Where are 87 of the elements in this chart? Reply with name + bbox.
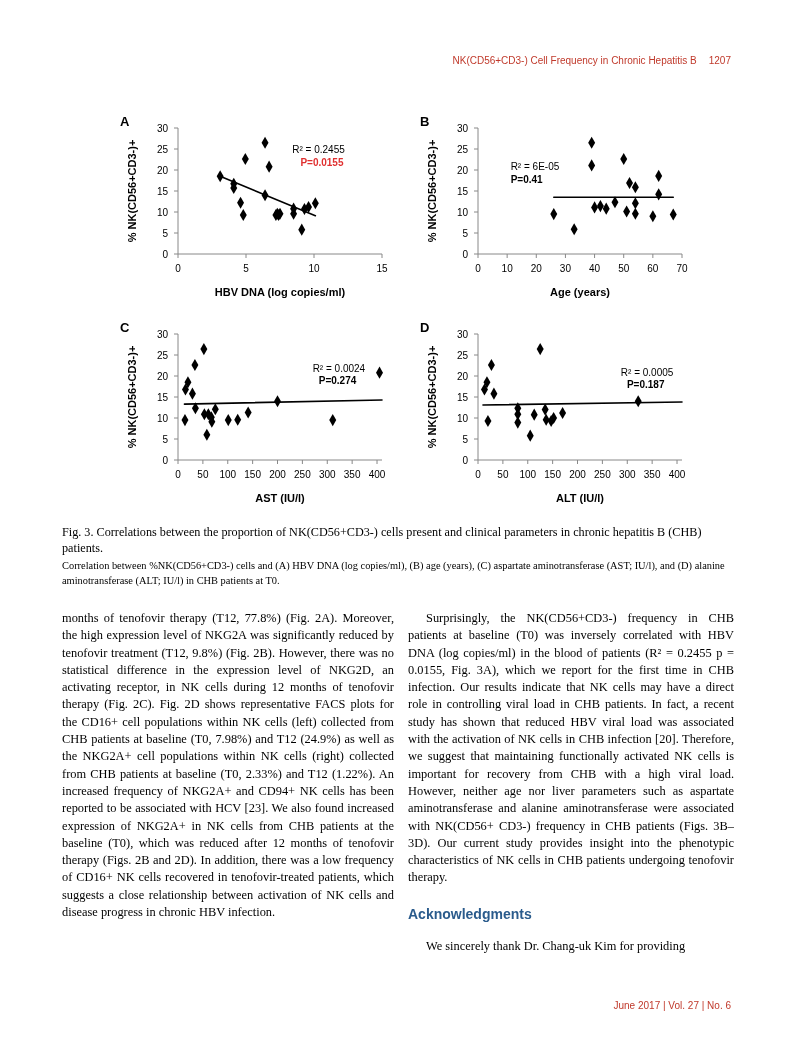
y-axis-title: % NK(CD56+CD3-)+ <box>126 139 138 243</box>
y-axis-title: % NK(CD56+CD3-)+ <box>426 345 438 449</box>
y-tick-label: 25 <box>456 349 469 361</box>
y-tick-label: 25 <box>156 349 169 361</box>
y-tick-label: 15 <box>156 185 169 197</box>
x-tick-label: 300 <box>318 469 337 480</box>
text: months of tenofovir therapy (T12, 77.8%) (Fig. 2A). Moreover, the high expression level of NKG2A was significantly reduced by tenofovir treatment (T12, 9.8%) (Fig. 2B). However, there was no statistical difference in the expression level of NKG2D, an activating receptor, in NK cells during 12 months of tenofovir therapy (Fig. 2C). Fig. 2D shows representative FACS plots for the CD16+ cell populations within NK cells (left) collected from CHB patients at baseline (T0, 7.98%) and T12 (24.9%) as well as the NKG2A+ cell populations within NK cells (right) collected from CHB patients at baseline (T0, 2.33%) and T12 (1.22%). An increased frequency of NKG2A+ and CD94+ NK cells has been reported to be associated with HCV [23]. We also found increased expression of NKG2A+ in NK cells from CHB patients at the baseline (T0), which was reduced after 12 months of tenofovir therapy (Figs. 2B and 2D). In addition, there was a low frequency of CD16+ NK cells recovered in tenofovir-treated patients, which suggests a close relationship between activation of NK cells and disease progress in chronic HBV infection. <box>62 611 394 920</box>
x-tick-label: 0 <box>175 263 182 274</box>
annotation: R² = 0.2455 <box>292 144 346 156</box>
x-tick-label: 10 <box>501 263 514 274</box>
y-tick-label: 20 <box>456 164 469 176</box>
x-tick-label: 150 <box>544 469 562 480</box>
x-tick-label: 150 <box>244 469 262 480</box>
x-tick-label: 350 <box>343 469 361 480</box>
y-tick-label: 5 <box>462 433 469 445</box>
y-tick-label: 20 <box>456 370 469 382</box>
y-tick-label: 5 <box>162 433 169 445</box>
annotation: P=0.274 <box>318 375 357 387</box>
y-tick-label: 25 <box>156 143 169 155</box>
chart-title: C <box>120 320 130 335</box>
y-tick-label: 30 <box>156 328 169 340</box>
x-tick-label: 300 <box>618 469 637 480</box>
chart-title: B <box>420 114 430 129</box>
y-tick-label: 30 <box>456 328 469 340</box>
x-tick-label: 70 <box>676 263 688 274</box>
x-tick-label: 15 <box>376 263 388 274</box>
y-axis-title: % NK(CD56+CD3-)+ <box>426 139 438 243</box>
y-tick-label: 30 <box>456 122 469 134</box>
y-tick-label: 30 <box>156 122 169 134</box>
x-tick-label: 0 <box>475 263 482 274</box>
y-tick-label: 15 <box>456 185 469 197</box>
chart-title: A <box>120 114 130 129</box>
chart-title: D <box>420 320 430 335</box>
x-tick-label: 400 <box>368 469 386 480</box>
x-tick-label: 20 <box>530 263 543 274</box>
annotation: P=0.41 <box>510 174 544 186</box>
x-tick-label: 50 <box>618 263 630 274</box>
x-tick-label: 30 <box>559 263 572 274</box>
annotation: R² = 0.0005 <box>620 366 674 378</box>
x-tick-label: 350 <box>643 469 661 480</box>
x-tick-label: 10 <box>308 263 320 274</box>
text: 1207 <box>708 55 731 66</box>
y-tick-label: 20 <box>156 370 169 382</box>
x-tick-label: 200 <box>269 469 287 480</box>
x-tick-label: 0 <box>175 469 182 480</box>
text: Acknowledgments <box>408 906 532 922</box>
x-tick-label: 50 <box>497 469 509 480</box>
x-axis-title: ALT (IU/l) <box>555 492 605 504</box>
text: June 2017 | Vol. 27 | No. 6 <box>613 1000 731 1011</box>
y-tick-label: 10 <box>456 412 469 424</box>
y-tick-label: 0 <box>462 248 469 260</box>
y-tick-label: 10 <box>156 412 169 424</box>
y-tick-label: 0 <box>462 454 469 466</box>
y-tick-label: 10 <box>456 206 469 218</box>
text: Surprisingly, the NK(CD56+CD3-) frequency in CHB patients at baseline (T0) was inversely correlated with HBV DNA (log copies/ml) in the blood of patients (R² = 0.2455 p = 0.0155, Fig. 3A), which we report for the first time in CHB infection. Our results indicate that NK cells may have a direct role in controlling viral load in CHB patients. In fact, a recent study has shown that reduced HBV viral load was associated with the activation of NK cells in CHB infection [20]. Therefore, we suggest that maintaining functionally activated NK cells is important for recovery from CHB with a high viral load. However, neither age nor liver parameters such as aspartate aminotransferase and alanine aminotransferase were associated with NK(CD56+ CD3-) frequency in CHB patients (Figs. 3B–3D). Our current study provides insight into the phenotypic characteristics of NK cells in CHB patients undergoing tenofovir therapy. <box>408 611 734 885</box>
x-axis-title: AST (IU/l) <box>255 492 306 504</box>
x-tick-label: 100 <box>219 469 237 480</box>
x-tick-label: 0 <box>475 469 482 480</box>
x-axis-title: Age (years) <box>550 286 611 298</box>
x-tick-label: 40 <box>589 263 601 274</box>
x-tick-label: 250 <box>594 469 612 480</box>
y-tick-label: 15 <box>156 391 169 403</box>
x-tick-label: 250 <box>294 469 312 480</box>
y-tick-label: 0 <box>162 248 169 260</box>
annotation: R² = 6E-05 <box>510 160 560 172</box>
text: We sincerely thank Dr. Chang-uk Kim for providing <box>425 938 687 955</box>
text: NK(CD56+CD3-) Cell Frequency in Chronic Hepatitis B <box>452 55 697 66</box>
y-tick-label: 10 <box>156 206 169 218</box>
x-tick-label: 50 <box>197 469 209 480</box>
y-tick-label: 5 <box>162 227 169 239</box>
y-tick-label: 25 <box>456 143 469 155</box>
text: Correlation between %NK(CD56+CD3-) cells and (A) HBV DNA (log copies/ml), (B) age (years), (C) aspartate aminotransferase (AST; IU/l), and (D) alanine aminotransferase (ALT; IU/l) in CHB patients at T0. <box>62 559 726 588</box>
y-tick-label: 15 <box>456 391 469 403</box>
x-axis-title: HBV DNA (log copies/ml) <box>214 286 346 298</box>
y-tick-label: 20 <box>156 164 169 176</box>
y-tick-label: 0 <box>162 454 169 466</box>
x-tick-label: 5 <box>243 263 250 274</box>
annotation: R² = 0.0024 <box>312 362 366 374</box>
x-tick-label: 60 <box>647 263 659 274</box>
y-axis-title: % NK(CD56+CD3-)+ <box>126 345 138 449</box>
y-tick-label: 5 <box>462 227 469 239</box>
caption: Fig. 3. Correlations between the proportion of NK(CD56+CD3-) cells present and clinical parameters in chronic hepatitis B (CHB) patients. <box>62 524 703 556</box>
x-tick-label: 400 <box>668 469 686 480</box>
annotation: P=0.0155 <box>300 156 344 168</box>
annotation: P=0.187 <box>626 379 665 391</box>
x-tick-label: 200 <box>569 469 587 480</box>
x-tick-label: 100 <box>519 469 537 480</box>
